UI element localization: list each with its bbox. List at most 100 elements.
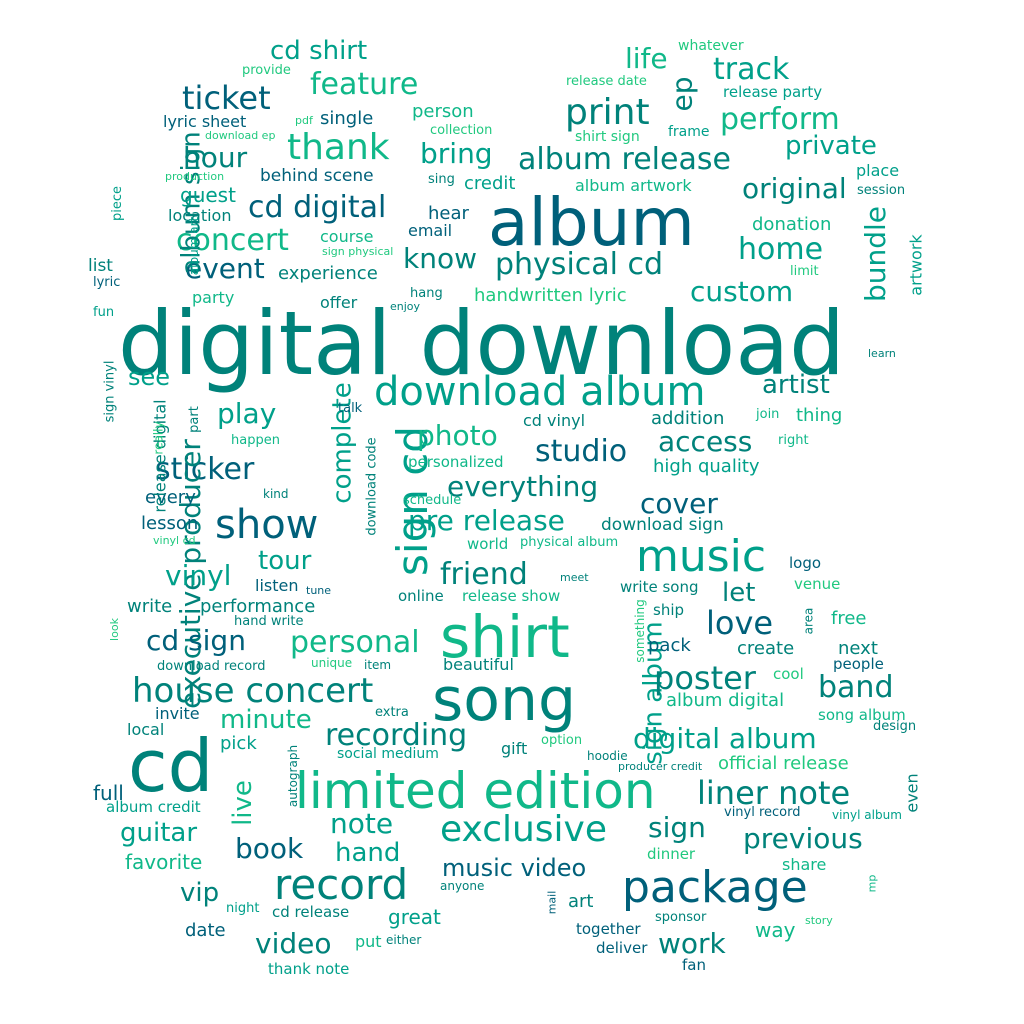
word-previous: previous: [743, 822, 863, 855]
word-area: area: [801, 607, 816, 635]
word-release-show: release show: [462, 587, 561, 605]
word-kind: kind: [263, 487, 289, 501]
word-song: song: [432, 665, 577, 735]
word-physical-album: physical album: [520, 535, 619, 550]
word-dinner: dinner: [647, 845, 696, 863]
word-favorite: favorite: [125, 850, 203, 874]
word-provide: provide: [242, 63, 291, 78]
word-social-medium: social medium: [337, 746, 439, 762]
word-lyric-sheet: lyric sheet: [163, 112, 247, 131]
word-vinyl-record: vinyl record: [724, 805, 801, 820]
word-location: location: [168, 206, 232, 225]
word-every: every: [145, 487, 196, 508]
word-invite: invite: [155, 704, 200, 723]
word-beautiful: beautiful: [443, 655, 514, 674]
word-tour: tour: [258, 546, 312, 576]
word-sticker: sticker: [155, 452, 255, 487]
word-free: free: [831, 608, 867, 629]
word-photo: photo: [417, 419, 498, 452]
word-online: online: [398, 587, 444, 605]
word-book: book: [235, 832, 304, 865]
word-credit: credit: [464, 173, 516, 194]
word-local: local: [127, 720, 165, 739]
word-cool: cool: [773, 665, 804, 683]
word-digital-album: digital album: [633, 722, 817, 755]
word-friend: friend: [440, 557, 528, 592]
word-bundle: bundle: [859, 205, 893, 303]
word-night: night: [226, 901, 260, 916]
word-production: production: [165, 170, 225, 183]
word-single: single: [320, 108, 374, 129]
word-download-record: download record: [157, 659, 266, 674]
word-collection: collection: [430, 123, 493, 138]
word-release-digital: release digital: [150, 399, 170, 513]
word-record: record: [274, 860, 409, 909]
word-custom: custom: [690, 275, 794, 308]
word-ship: ship: [653, 601, 685, 619]
word-personalized: personalized: [408, 453, 504, 471]
word-performance: performance: [200, 596, 316, 617]
word-home: home: [738, 232, 824, 267]
word-show: show: [215, 502, 319, 548]
word-next: next: [838, 638, 878, 659]
word-artist: artist: [762, 370, 830, 400]
word-join: join: [756, 407, 780, 422]
word-album-artwork: album artwork: [575, 176, 692, 195]
word-note: note: [330, 807, 394, 840]
word-whatever: whatever: [678, 38, 744, 54]
word-even: even: [902, 773, 922, 813]
word-concert: concert: [176, 223, 289, 258]
word-anyone: anyone: [440, 879, 485, 893]
word-cd-shirt: cd shirt: [270, 36, 368, 66]
word-lesson: lesson: [141, 513, 199, 534]
word-way: way: [755, 918, 796, 942]
word-cd-digital: cd digital: [248, 190, 387, 225]
word-album-release: album release: [518, 142, 731, 177]
word-learn: learn: [868, 347, 896, 360]
word-limit: limit: [790, 264, 819, 279]
word-list: list: [88, 256, 113, 276]
word-original: original: [742, 172, 847, 205]
word-access: access: [658, 425, 753, 458]
word-hour: hour: [183, 141, 248, 174]
word-either: either: [386, 933, 422, 947]
word-high-quality: high quality: [653, 456, 760, 477]
word-put: put: [355, 932, 382, 951]
word-vinyl-album: vinyl album: [832, 808, 902, 822]
word-song-album: song album: [818, 706, 906, 724]
word-pack: pack: [648, 635, 691, 656]
word-pick: pick: [220, 733, 257, 754]
word-look: look: [107, 618, 121, 641]
word-album-digital: album digital: [666, 690, 785, 711]
word-ticket: ticket: [182, 79, 271, 117]
word-life: life: [625, 42, 668, 75]
word-session: session: [857, 183, 906, 198]
word-deliver: deliver: [596, 939, 648, 957]
word-autograph: autograph: [286, 744, 301, 808]
word-shirt: shirt: [440, 603, 570, 671]
word-exclusive: exclusive: [440, 809, 608, 850]
word-download-ep: download ep: [205, 129, 276, 142]
word-something: something: [632, 599, 647, 663]
word-email: email: [408, 221, 453, 240]
word-item: item: [364, 658, 392, 672]
word-liner-note: liner note: [697, 774, 851, 812]
word-sign-physical: sign physical: [322, 245, 394, 258]
word-sing: sing: [428, 172, 455, 187]
word-course: course: [320, 227, 374, 246]
word-sign-vinyl: sign vinyl: [102, 360, 118, 423]
word-world: world: [467, 535, 509, 553]
word-private: private: [785, 131, 877, 161]
word-release-date: release date: [566, 74, 647, 89]
word-fun: fun: [93, 305, 115, 320]
word-house-concert: house concert: [132, 671, 374, 711]
word-personal: personal: [290, 625, 420, 660]
word-experience: experience: [278, 263, 378, 284]
word-really: really: [151, 421, 166, 455]
word-cd-vinyl: cd vinyl: [523, 411, 586, 430]
word-mail: mail: [545, 890, 559, 915]
word-recording: recording: [325, 718, 468, 753]
word-thing: thing: [796, 405, 843, 426]
